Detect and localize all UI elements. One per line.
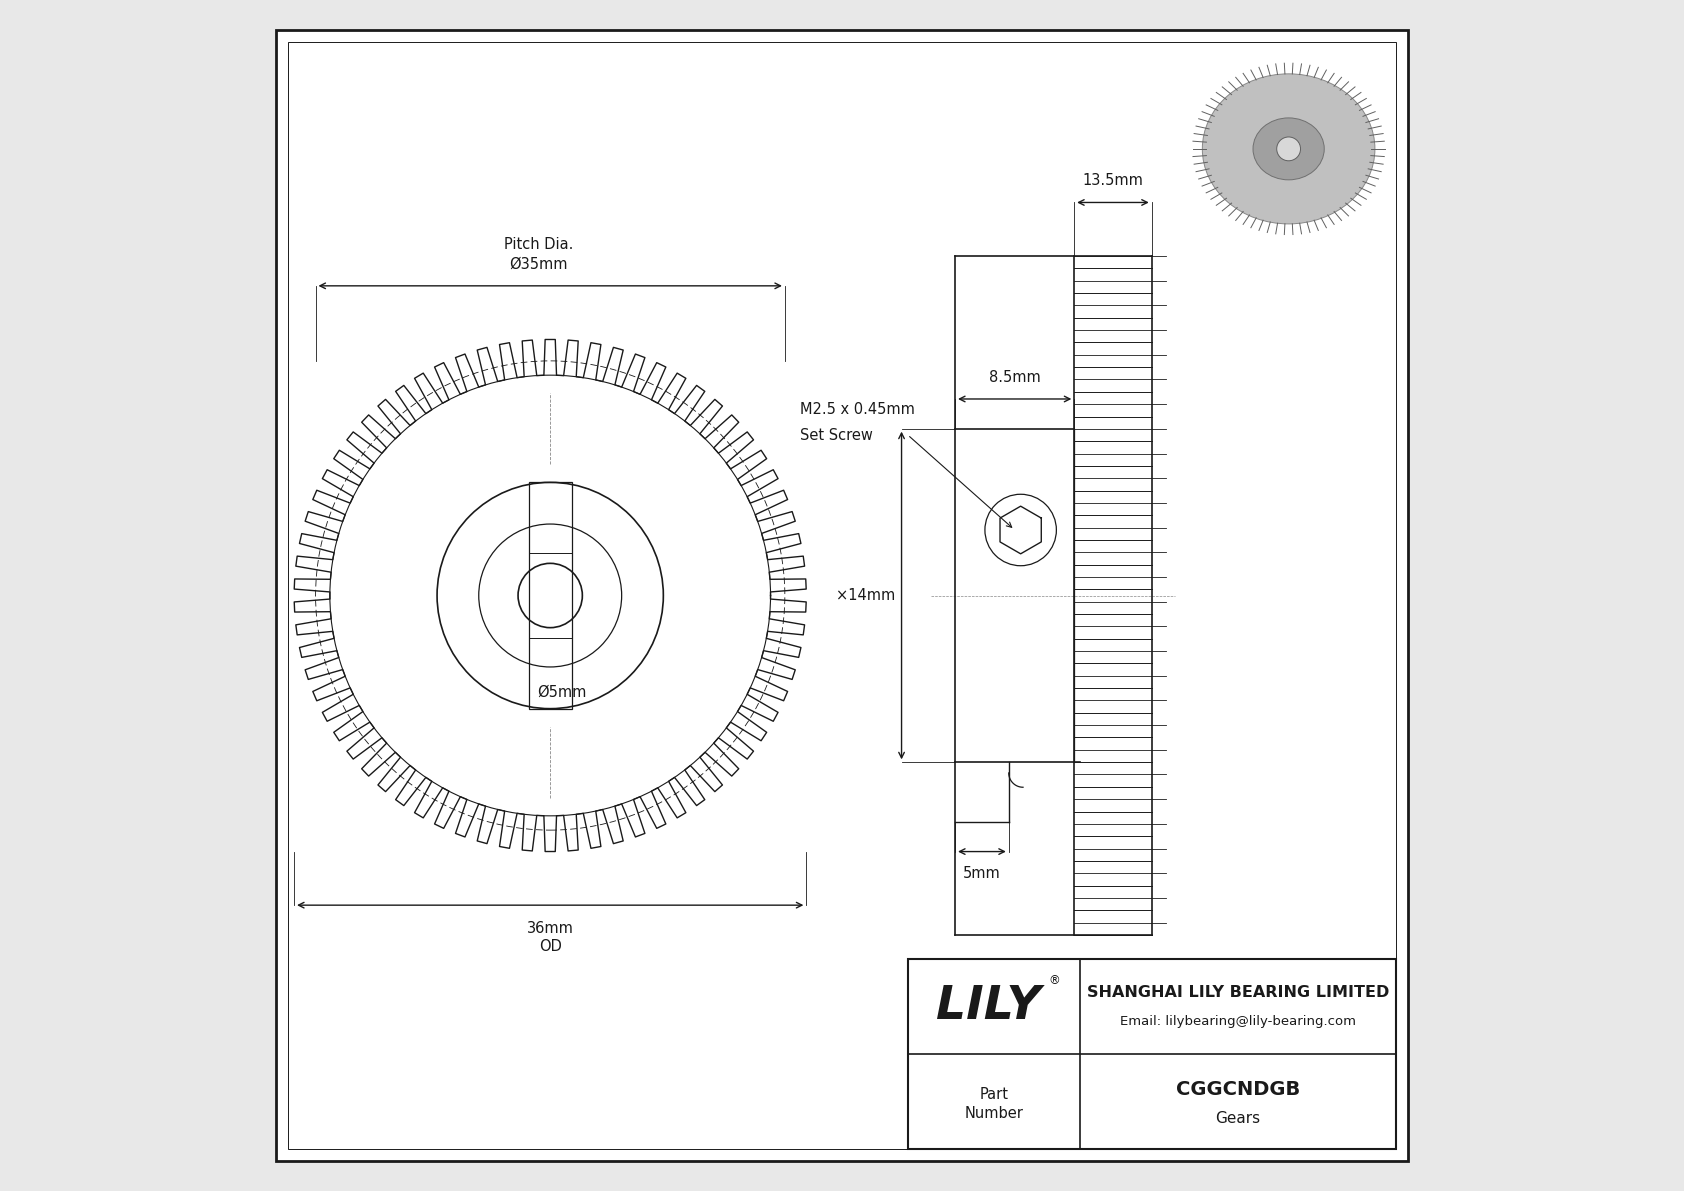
Bar xyxy=(908,959,1396,1149)
Text: Part: Part xyxy=(980,1087,1009,1102)
Text: Set Screw: Set Screw xyxy=(800,428,874,443)
Text: SHANGHAI LILY BEARING LIMITED: SHANGHAI LILY BEARING LIMITED xyxy=(1086,985,1389,999)
Text: LILY: LILY xyxy=(936,984,1041,1029)
Text: CGGCNDGB: CGGCNDGB xyxy=(1175,1080,1300,1099)
Text: Ø35mm: Ø35mm xyxy=(509,256,568,272)
Text: 13.5mm: 13.5mm xyxy=(1083,173,1143,188)
Text: ×14mm: ×14mm xyxy=(837,588,896,603)
Text: Ø5mm: Ø5mm xyxy=(537,685,586,700)
Text: Pitch Dia.: Pitch Dia. xyxy=(504,237,573,252)
Text: M2.5 x 0.45mm: M2.5 x 0.45mm xyxy=(800,401,914,417)
Circle shape xyxy=(1276,137,1300,161)
Ellipse shape xyxy=(1202,74,1374,224)
Text: Number: Number xyxy=(965,1106,1024,1121)
Bar xyxy=(529,482,571,709)
Text: 36mm: 36mm xyxy=(527,921,574,936)
Text: Email: lilybearing@lily-bearing.com: Email: lilybearing@lily-bearing.com xyxy=(1120,1016,1356,1028)
Text: ®: ® xyxy=(1049,974,1061,986)
Text: 8.5mm: 8.5mm xyxy=(989,369,1041,385)
Text: 5mm: 5mm xyxy=(963,866,1000,881)
Ellipse shape xyxy=(1253,118,1324,180)
Text: Gears: Gears xyxy=(1216,1111,1261,1125)
Text: OD: OD xyxy=(539,939,562,954)
